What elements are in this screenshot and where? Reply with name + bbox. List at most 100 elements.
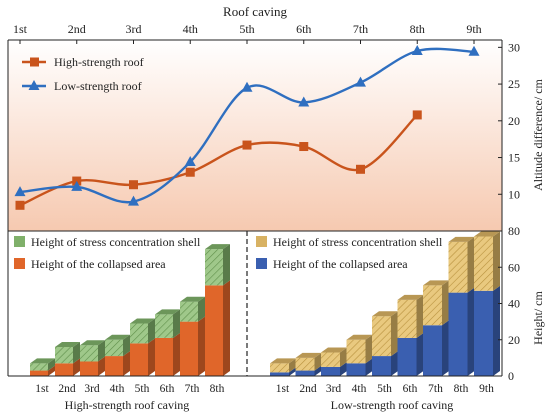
shell-bar-front (448, 241, 468, 293)
top-panel-background (8, 40, 502, 231)
shell-bar-front (55, 347, 73, 364)
shell-bar-top (474, 231, 500, 237)
shell-bar-front (295, 357, 315, 371)
series-1-point (299, 142, 309, 152)
shell-bar-front (155, 314, 173, 338)
category-tick-label: 7th (185, 383, 200, 395)
shell-bar-side (48, 358, 55, 371)
x-top-tick-label: 3rd (126, 22, 142, 36)
collapsed-bar-side (73, 358, 80, 376)
collapsed-bar-side (340, 361, 347, 376)
shell-bar-front (397, 299, 417, 338)
legend-label-shell: Height of stress concentration shell (31, 235, 201, 249)
y-axis-title-right-top: Altitude difference/ cm (531, 78, 545, 190)
y-bottom-tick-label: 80 (508, 224, 520, 238)
shell-bar-front (372, 316, 391, 357)
collapsed-bar-side (416, 332, 424, 376)
shell-bar-side (391, 311, 398, 357)
shell-bar-top (397, 294, 424, 300)
legend-swatch-collapsed (256, 258, 267, 269)
collapsed-bar-side (365, 358, 373, 376)
shell-bar-top (270, 358, 296, 364)
collapsed-bar-side (467, 287, 475, 376)
legend-label-collapsed: Height of the collapsed area (31, 257, 166, 271)
collapsed-bar-side (198, 316, 205, 376)
shell-bar-top (346, 334, 373, 340)
shell-bar-side (223, 244, 230, 286)
shell-bar-front (180, 301, 198, 322)
x-top-tick-label: 2nd (68, 22, 86, 36)
series-2-point (71, 180, 83, 191)
x-top-tick-label: 5th (239, 22, 254, 36)
collapsed-bar-front (205, 285, 223, 376)
legend-swatch-shell (14, 236, 25, 247)
series-2-point (128, 195, 139, 206)
shell-bar-front (270, 363, 289, 373)
shell-bar-top (372, 311, 398, 317)
category-tick-label: 1st (276, 383, 290, 395)
category-tick-label: 3rd (326, 383, 342, 395)
x-top-tick-label: 7th (353, 22, 368, 36)
shell-bar-front (474, 236, 493, 291)
shell-bar-top (205, 244, 230, 250)
shell-bar-side (148, 318, 155, 344)
series-1-point (129, 180, 138, 190)
series-1-point (356, 164, 365, 174)
collapsed-bar-front (346, 363, 366, 376)
collapsed-bar-side (493, 285, 500, 376)
series-2-point (468, 45, 480, 56)
shell-bar-side (442, 280, 449, 326)
collapsed-bar-front (80, 361, 98, 376)
shell-bar-side (416, 294, 424, 338)
collapsed-bar-front (397, 337, 417, 376)
legend-swatch-shell (256, 236, 267, 247)
x-top-tick-label: 9th (466, 22, 481, 36)
shell-bar-top (55, 342, 80, 347)
shell-bar-top (180, 296, 205, 302)
shell-bar-front (346, 339, 366, 364)
shell-bar-top (423, 280, 449, 286)
legend-label: Low-strength roof (54, 79, 142, 93)
category-tick-label: 2nd (299, 383, 317, 395)
category-tick-label: 3rd (84, 383, 100, 395)
collapsed-bar-front (155, 337, 173, 376)
shell-bar-front (105, 339, 123, 357)
shell-bar-front (423, 285, 442, 326)
category-tick-label: 1st (35, 383, 49, 395)
shell-bar-top (155, 309, 180, 315)
bottom-right-panel: 1st 2nd 3rd 4th 5th 6th 7th 8th 9th (270, 231, 500, 395)
shell-bar-front (80, 345, 98, 362)
shell-bar-top (321, 347, 347, 353)
x-top-tick-label: 8th (410, 22, 425, 36)
shell-bar-front (321, 352, 340, 367)
collapsed-bar-front (180, 321, 198, 376)
y-bottom-tick-label: 60 (508, 260, 520, 274)
shell-bar-side (365, 334, 373, 364)
category-tick-label: 9th (479, 383, 494, 395)
series-1-point (185, 167, 195, 177)
category-tick-label: 4th (352, 383, 367, 395)
category-tick-label: 6th (403, 383, 418, 395)
shell-bar-side (98, 340, 105, 362)
collapsed-bar-front (105, 356, 123, 376)
collapsed-bar-front (474, 290, 493, 376)
y-axis-title-right-bottom: Height/ cm (531, 291, 545, 345)
category-tick-label: 6th (160, 383, 175, 395)
shell-bar-side (173, 309, 180, 338)
x-top-tick-label: 4th (183, 22, 198, 36)
series-1-point (242, 140, 252, 150)
y-top-tick-label: 30 (508, 40, 520, 54)
collapsed-bar-front (372, 356, 391, 376)
bottom-right-x-axis-title: Low-strength roof caving (331, 398, 454, 412)
shell-bar-top (295, 352, 322, 358)
y-bottom-tick-label: 20 (508, 333, 520, 347)
shell-bar-top (30, 358, 55, 364)
bottom-axes: 0 20 40 60 80 (7, 224, 520, 383)
collapsed-bar-front (321, 366, 340, 376)
series-2-point (411, 45, 423, 56)
collapsed-bar-side (442, 320, 449, 376)
collapsed-bar-front (295, 370, 315, 376)
collapsed-bar-side (314, 365, 322, 376)
category-tick-label: 5th (377, 383, 392, 395)
